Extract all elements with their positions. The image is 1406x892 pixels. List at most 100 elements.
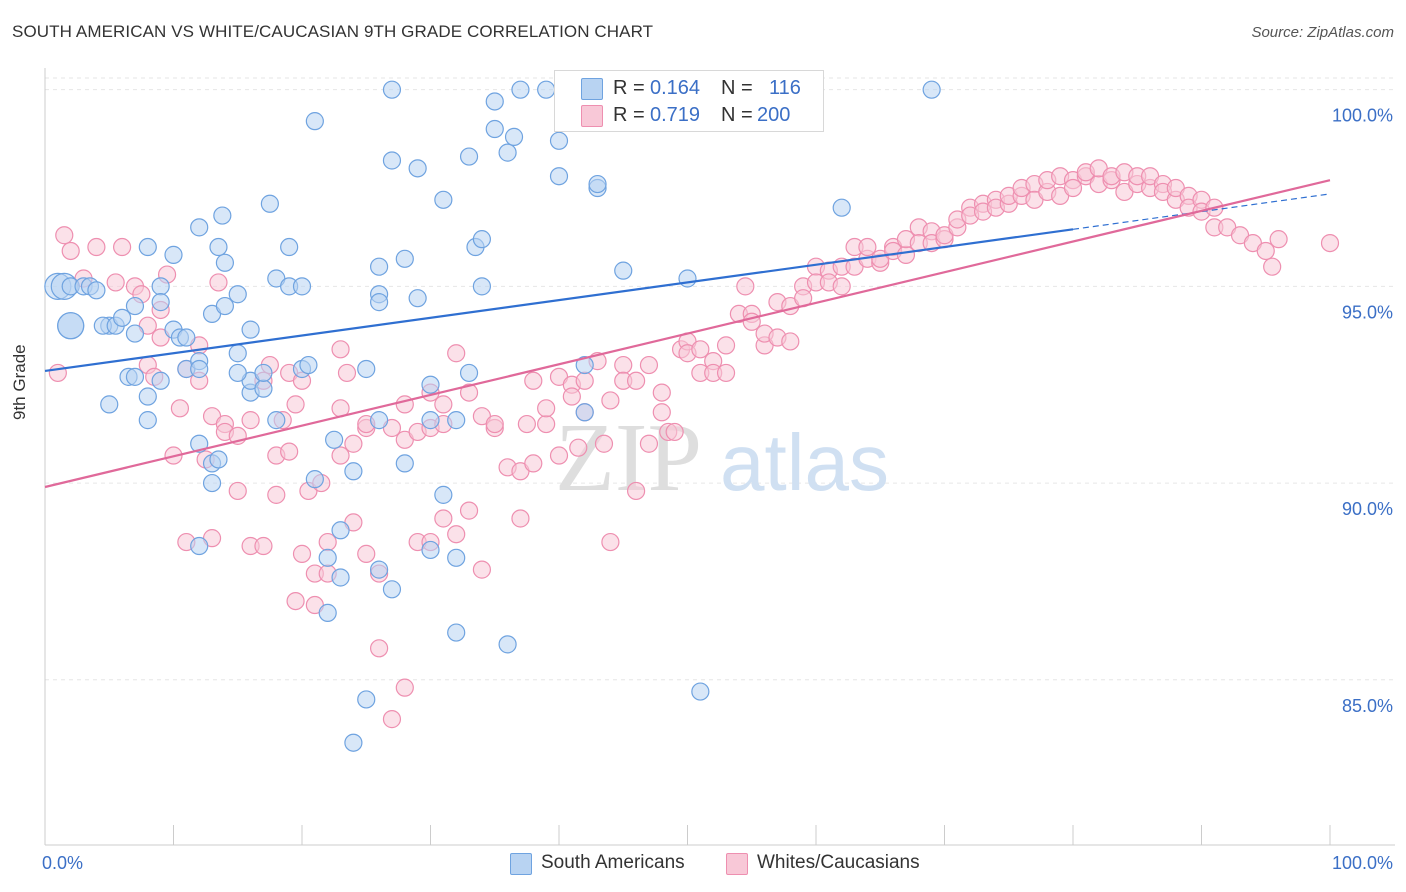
point-white xyxy=(1269,230,1288,249)
point-south xyxy=(472,277,491,296)
point-south xyxy=(472,230,491,249)
point-south xyxy=(588,174,607,194)
point-south xyxy=(228,344,247,363)
point-south xyxy=(254,379,273,398)
point-south xyxy=(151,371,170,390)
point-south xyxy=(421,411,440,430)
point-south xyxy=(215,296,234,316)
point-white xyxy=(665,422,684,442)
point-white xyxy=(447,525,466,544)
point-white xyxy=(357,544,376,563)
point-south xyxy=(331,568,350,587)
point-south xyxy=(447,411,466,430)
point-south xyxy=(177,328,196,347)
point-white xyxy=(292,544,312,563)
point-white xyxy=(280,442,299,461)
point-south xyxy=(164,245,183,264)
y-tick-label: 90.0% xyxy=(1342,499,1393,519)
point-south xyxy=(254,363,273,383)
point-south xyxy=(325,430,344,449)
point-white xyxy=(395,395,414,414)
point-white xyxy=(524,371,543,390)
point-south xyxy=(190,536,209,556)
point-south xyxy=(215,253,234,272)
point-white xyxy=(395,678,414,697)
point-white xyxy=(382,710,402,729)
point-white xyxy=(639,434,659,453)
point-white xyxy=(601,532,620,552)
point-south xyxy=(344,462,363,481)
legend-n-label: N = xyxy=(721,104,753,126)
bottom-legend-swatch-white xyxy=(726,853,748,875)
point-south xyxy=(575,355,594,375)
point-south xyxy=(549,131,569,150)
point-white xyxy=(170,399,190,418)
point-south xyxy=(344,733,363,752)
point-white xyxy=(472,560,491,579)
point-south xyxy=(922,80,941,99)
point-white xyxy=(549,446,569,465)
point-white xyxy=(485,414,504,434)
point-south xyxy=(190,218,209,237)
point-south xyxy=(357,359,376,379)
legend-r-south: 0.164 xyxy=(650,77,701,99)
point-south xyxy=(498,635,517,654)
point-white xyxy=(511,509,530,528)
trend-line-south-extension xyxy=(1072,193,1331,230)
point-white xyxy=(228,481,247,501)
point-white xyxy=(267,485,286,504)
point-white xyxy=(691,340,710,359)
point-south xyxy=(305,112,324,131)
point-south xyxy=(408,159,427,178)
point-south xyxy=(370,411,389,430)
point-south xyxy=(447,623,466,642)
stats-legend: R = 0.164 N = 116 R = 0.719 N = 200 xyxy=(554,70,824,132)
point-white xyxy=(562,387,581,406)
point-south xyxy=(125,367,145,386)
point-white xyxy=(858,237,877,257)
tick-labels: 85.0% 90.0% 95.0% 100.0% 0.0% 100.0% xyxy=(42,106,1393,873)
point-white xyxy=(241,411,260,430)
point-white xyxy=(626,371,646,390)
watermark: ZIP atlas xyxy=(555,404,889,512)
point-south xyxy=(485,119,504,139)
point-south xyxy=(459,147,479,166)
point-white xyxy=(55,226,74,245)
axes xyxy=(44,68,1395,846)
point-white xyxy=(832,277,851,296)
point-south xyxy=(575,403,594,422)
legend-row-white: R = 0.719 N = 200 xyxy=(555,102,823,128)
point-south xyxy=(190,434,209,453)
point-south xyxy=(260,194,279,213)
point-south xyxy=(190,359,209,379)
point-south xyxy=(382,580,402,599)
point-white xyxy=(614,355,633,375)
point-south xyxy=(213,206,232,225)
point-white xyxy=(331,446,350,465)
point-white xyxy=(434,395,453,414)
point-south xyxy=(209,237,228,257)
point-south xyxy=(421,375,440,394)
point-south xyxy=(138,237,157,257)
point-south xyxy=(382,80,402,99)
point-south xyxy=(504,127,524,146)
y-tick-label: 85.0% xyxy=(1342,696,1393,716)
point-white xyxy=(48,363,67,383)
point-south xyxy=(395,249,414,268)
point-south xyxy=(125,296,145,316)
point-white xyxy=(370,639,389,658)
trend-line-south xyxy=(44,228,1074,373)
legend-n-white: 200 xyxy=(757,104,791,126)
legend-row-south: R = 0.164 N = 116 xyxy=(555,75,823,101)
point-south xyxy=(370,257,389,276)
point-white xyxy=(716,336,736,355)
point-white xyxy=(781,332,800,351)
point-white xyxy=(1256,241,1275,261)
point-white xyxy=(447,344,466,363)
point-south xyxy=(370,293,389,312)
point-white xyxy=(61,241,80,261)
point-south xyxy=(382,151,402,170)
legend-swatch-south xyxy=(581,78,603,100)
point-south xyxy=(421,540,440,560)
